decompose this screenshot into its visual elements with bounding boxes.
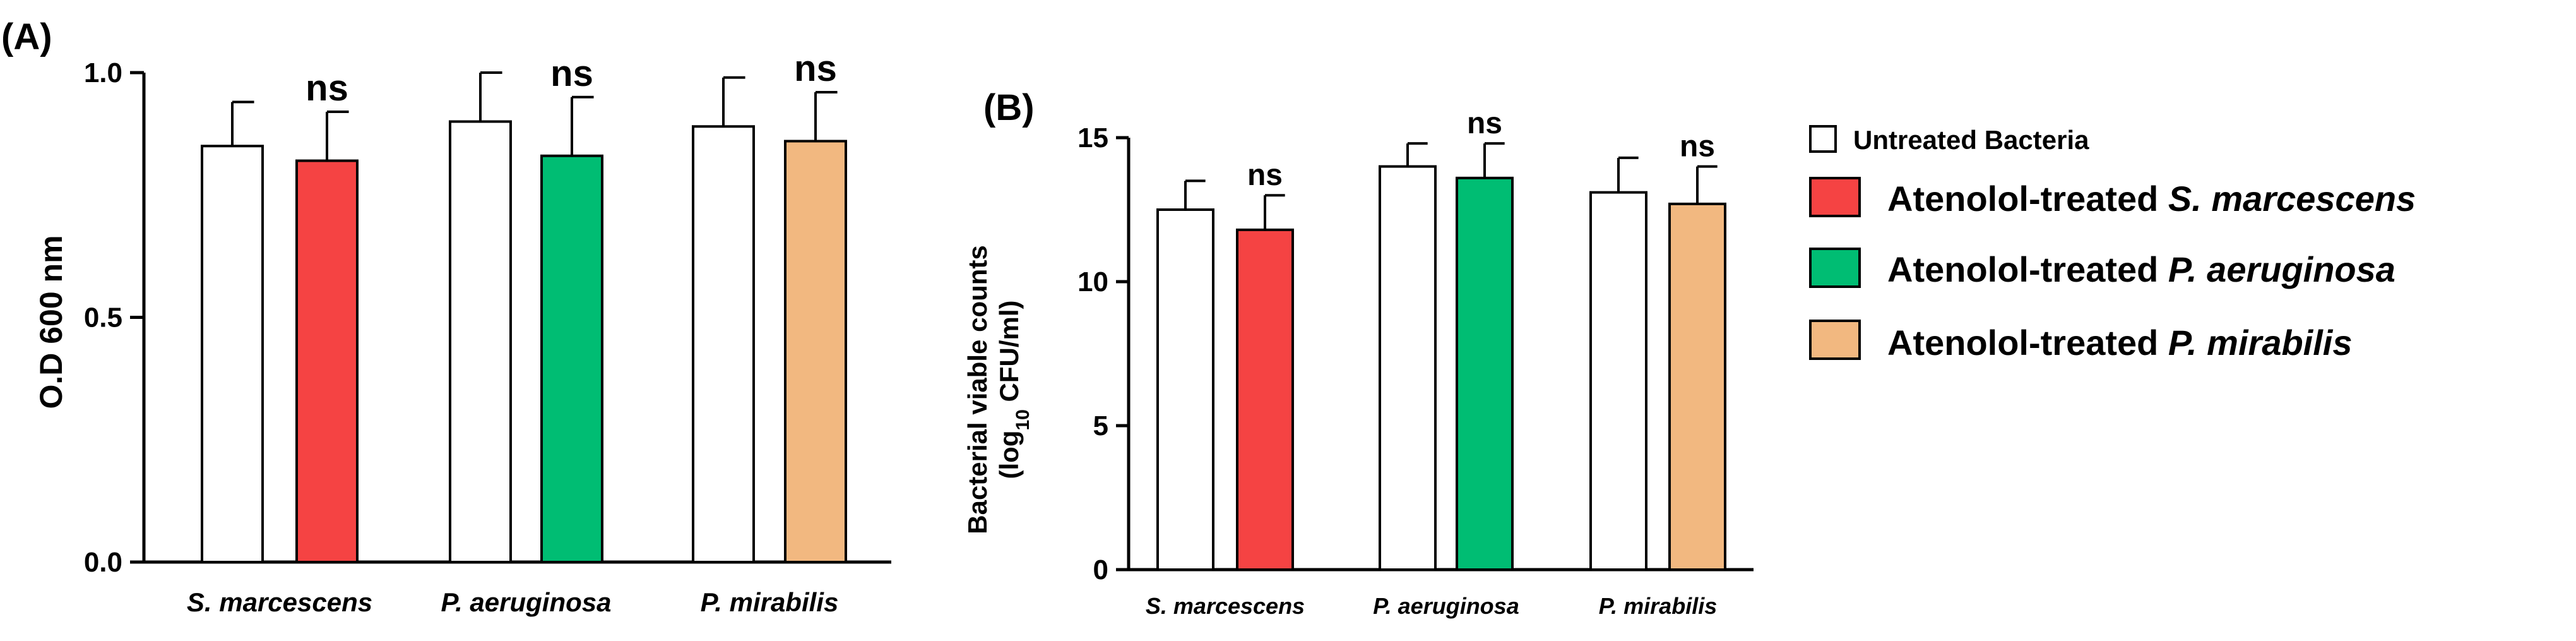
panel-b-chart: (B) Bacterial viable counts (log10 CFU/m… [963, 87, 1754, 619]
legend-label-s-marcescens: Atenolol-treated S. marcescens [1887, 179, 2416, 219]
panel-b-significance-labels: ns ns ns [1247, 107, 1715, 192]
panel-b-category-label-s-marcescens: S. marcescens [1146, 593, 1305, 619]
legend: Untreated Bacteria Atenolol-treated S. m… [1809, 125, 2416, 362]
legend-label-p-aeruginosa-text: Atenolol-treated [1887, 249, 2168, 289]
panel-b-y-tick-label: 10 [1077, 267, 1108, 297]
panel-b-category-label-p-mirabilis: P. mirabilis [1599, 593, 1717, 619]
panel-a-bar-untreated-s-marcescens [201, 145, 264, 563]
panel-b-ns-label-p-mirabilis: ns [1680, 130, 1715, 164]
legend-label-p-mirabilis-text: Atenolol-treated [1887, 323, 2168, 362]
panel-b-bars [1156, 165, 1726, 572]
legend-item-s-marcescens: Atenolol-treated S. marcescens [1809, 177, 2416, 219]
legend-item-p-mirabilis: Atenolol-treated P. mirabilis [1809, 320, 2353, 362]
legend-item-untreated: Untreated Bacteria [1809, 125, 2089, 155]
panel-a-ns-label-s-marcescens: ns [306, 68, 348, 109]
panel-a-y-tick-label: 0.5 [84, 303, 122, 333]
panel-a-significance-labels: ns ns ns [306, 48, 837, 109]
legend-swatch-p-aeruginosa [1809, 248, 1861, 288]
legend-label-p-aeruginosa: Atenolol-treated P. aeruginosa [1887, 249, 2395, 289]
panel-a-category-label-s-marcescens: S. marcescens [187, 587, 372, 617]
panel-a-category-labels: S. marcescens P. aeruginosa P. mirabilis [187, 587, 838, 617]
panel-b-label: (B) [983, 87, 1035, 128]
panel-a-y-tick-label: 1.0 [84, 57, 122, 88]
panel-b-y-tick-label: 15 [1077, 123, 1108, 153]
panel-b-bar-untreated-p-mirabilis [1589, 191, 1647, 571]
panel-a-bar-untreated-p-aeruginosa [449, 120, 512, 563]
panel-b-category-labels: S. marcescens P. aeruginosa P. mirabilis [1146, 593, 1717, 619]
panel-b-bar-untreated-s-marcescens [1156, 208, 1214, 571]
panel-a-chart: (A) O.D 600 nm 0.0 0.5 1.0 ns ns ns S. marce… [1, 16, 891, 617]
panel-a-bar-treated-s-marcescens [295, 159, 359, 563]
legend-label-p-mirabilis-italic: P. mirabilis [2168, 323, 2353, 362]
panel-b-ylabel-pre: (log [994, 431, 1024, 479]
panel-b-ylabel-sub: 10 [1012, 409, 1033, 430]
panel-b-y-tick-label: 5 [1093, 410, 1108, 441]
panel-a-bars [201, 120, 847, 563]
panel-b-ylabel-post: CFU/ml) [994, 301, 1024, 410]
panel-b-ns-label-s-marcescens: ns [1247, 159, 1283, 192]
panel-b-y-axis-title-line1: Bacterial viable counts [963, 245, 992, 534]
legend-label-untreated: Untreated Bacteria [1853, 125, 2089, 155]
panel-b-bar-treated-p-mirabilis [1668, 202, 1726, 571]
panel-a-bar-untreated-p-mirabilis [692, 125, 755, 563]
panel-a-ns-label-p-mirabilis: ns [794, 48, 837, 89]
legend-label-s-marcescens-text: Atenolol-treated [1887, 179, 2168, 219]
legend-swatch-untreated [1809, 125, 1837, 153]
panel-a-label: (A) [1, 16, 52, 57]
panel-b-category-label-p-aeruginosa: P. aeruginosa [1373, 593, 1519, 619]
panel-a-category-label-p-aeruginosa: P. aeruginosa [441, 587, 611, 617]
legend-item-p-aeruginosa: Atenolol-treated P. aeruginosa [1809, 248, 2395, 289]
panel-b-error-bars [1184, 142, 1718, 230]
panel-b-bar-treated-s-marcescens [1236, 228, 1294, 572]
panel-a-bar-treated-p-aeruginosa [540, 154, 603, 563]
panel-a-error-bars [231, 71, 838, 161]
legend-swatch-p-mirabilis [1809, 320, 1861, 360]
panel-b-y-axis-title-line2: (log10 CFU/ml) [994, 301, 1033, 479]
panel-a-y-tick-label: 0.0 [84, 547, 122, 578]
panel-b-ns-label-p-aeruginosa: ns [1467, 107, 1502, 140]
legend-label-p-mirabilis: Atenolol-treated P. mirabilis [1887, 323, 2353, 362]
panel-a-ns-label-p-aeruginosa: ns [550, 53, 593, 94]
legend-label-untreated-text: Untreated Bacteria [1853, 125, 2089, 155]
panel-a-category-label-p-mirabilis: P. mirabilis [701, 587, 839, 617]
panel-b-y-ticks: 0 5 10 15 [1077, 123, 1129, 585]
legend-swatch-s-marcescens [1809, 177, 1861, 217]
panel-b-axes [1127, 138, 1754, 572]
panel-a-y-ticks: 0.0 0.5 1.0 [84, 57, 144, 578]
panel-a-y-axis-title: O.D 600 nm [33, 235, 69, 409]
legend-label-s-marcescens-italic: S. marcescens [2168, 179, 2416, 219]
panel-a-bar-treated-p-mirabilis [784, 140, 847, 563]
panel-b-bar-untreated-p-aeruginosa [1379, 165, 1437, 572]
panel-b-bar-treated-p-aeruginosa [1456, 176, 1514, 571]
panel-b-y-tick-label: 0 [1093, 554, 1108, 585]
legend-label-p-aeruginosa-italic: P. aeruginosa [2168, 249, 2395, 289]
